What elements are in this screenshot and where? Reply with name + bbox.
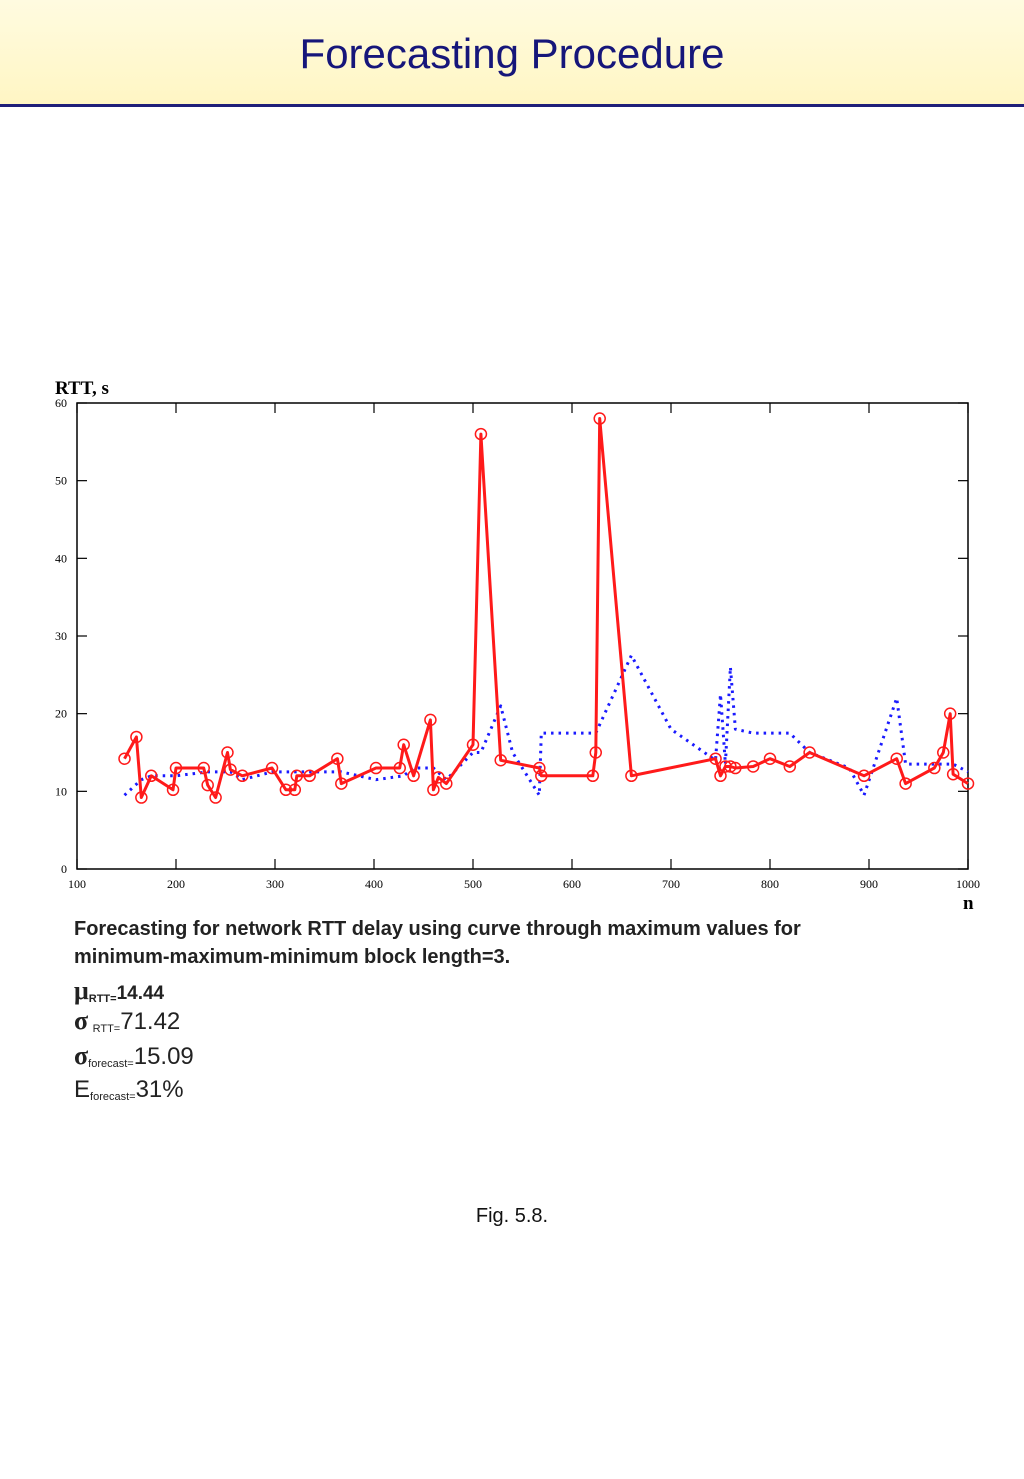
figure-label: Fig. 5.8. [475, 1205, 549, 1227]
mu-value: 14.44 [116, 983, 165, 1004]
rtt-data-point [857, 769, 871, 783]
rtt-data-point [424, 713, 437, 727]
x-tick-label: 100 [68, 877, 86, 891]
rtt-data-point [224, 763, 237, 776]
x-axis-label: n [963, 893, 974, 914]
rtt-data-point [331, 752, 344, 765]
rtt-data-point [803, 746, 816, 759]
x-tick-label: 200 [167, 877, 185, 891]
rtt-data-point [586, 769, 600, 783]
x-tick-label: 500 [464, 877, 482, 891]
rtt-data-point [432, 771, 445, 784]
axis-ticks: 100 200 300 400 500 600 700 800 900 1000 0 10 20 30 40… [55, 396, 980, 891]
rtt-data-point [946, 767, 960, 781]
rtt-data-point [290, 769, 304, 783]
rtt-data-point [890, 752, 903, 765]
y-axis-label: RTT, s [55, 378, 109, 399]
x-tick-label: 900 [860, 877, 878, 891]
stat-mu-rtt: μRTT=14.44 [74, 976, 164, 1006]
x-tick-label: 1000 [956, 877, 980, 891]
y-tick-label: 40 [55, 551, 67, 565]
rtt-series-line [123, 417, 969, 799]
rtt-data-point [928, 761, 941, 775]
rtt-data-point [593, 412, 606, 425]
rtt-data-point [474, 427, 488, 441]
y-tick-label: 0 [61, 862, 67, 876]
rtt-data-point [625, 769, 638, 783]
rtt-data-point [369, 761, 383, 775]
rtt-data-point [763, 752, 777, 765]
rtt-data-point [166, 783, 180, 797]
y-tick-label: 30 [55, 629, 67, 643]
e-forecast-value: 31% [135, 1076, 184, 1103]
rtt-data-point [265, 761, 279, 775]
rtt-data-point [169, 761, 183, 775]
rtt-data-point [197, 761, 210, 775]
stat-sigma-rtt: σ RTT=71.42 [74, 1006, 180, 1036]
x-tick-label: 300 [266, 877, 284, 891]
rtt-data-point [145, 769, 158, 783]
rtt-data-point [961, 777, 975, 790]
rtt-data-point [118, 752, 131, 765]
rtt-data-point [746, 760, 760, 773]
rtt-data-point [236, 769, 249, 783]
rtt-data-point [288, 783, 302, 797]
rtt-data-point [714, 769, 727, 783]
rtt-data-point [303, 769, 316, 783]
y-tick-label: 50 [55, 474, 67, 488]
rtt-data-point [709, 752, 722, 765]
sigma-symbol: σ [74, 1006, 89, 1035]
forecast-series-line [123, 653, 969, 797]
sigma-forecast-value: 15.09 [133, 1043, 194, 1070]
slide-header: Forecasting Procedure [0, 0, 1024, 107]
rtt-data-point [729, 761, 742, 775]
stat-sigma-forecast: σforecast=15.09 [74, 1041, 194, 1071]
figure-caption: Forecasting for network RTT delay using … [74, 915, 801, 971]
e-forecast-symbol: E [74, 1076, 91, 1103]
rtt-data-point [533, 761, 546, 775]
rtt-data-point [201, 778, 214, 792]
rtt-data-point [943, 707, 957, 720]
e-forecast-subscript: forecast= [90, 1091, 136, 1103]
y-tick-label: 60 [55, 396, 67, 410]
rtt-data-point [589, 746, 603, 759]
rtt-forecast-chart: RTT, s n 100 200 300 400 500 600 700 800 900 1000… [55, 378, 980, 914]
x-tick-label: 800 [761, 877, 779, 891]
sigma-rtt-subscript: RTT= [92, 1023, 121, 1035]
rtt-data-point [937, 746, 950, 759]
caption-line-1: Forecasting for network RTT delay using … [74, 918, 801, 940]
mu-subscript: RTT= [88, 993, 117, 1005]
rtt-data-point [466, 738, 480, 751]
sigma-forecast-symbol: σ [74, 1041, 89, 1070]
rtt-data-point [440, 777, 453, 790]
rtt-data-point [899, 777, 912, 790]
caption-line-2: minimum-maximum-minimum block length=3. [74, 946, 511, 968]
rtt-data-point [407, 769, 420, 783]
rtt-data-point [130, 730, 143, 744]
rtt-data-point [535, 769, 548, 783]
rtt-data-point [393, 761, 406, 775]
mu-symbol: μ [74, 976, 89, 1005]
x-tick-label: 700 [662, 877, 680, 891]
stat-e-forecast: Eforecast=31% [74, 1076, 184, 1104]
rtt-data-point [719, 760, 732, 773]
y-tick-label: 10 [55, 784, 67, 798]
rtt-data-point [494, 754, 507, 767]
x-tick-label: 600 [563, 877, 581, 891]
rtt-data-point [221, 746, 234, 759]
rtt-data-point [427, 783, 440, 797]
slide-title: Forecasting Procedure [299, 30, 725, 77]
y-tick-label: 20 [55, 707, 67, 721]
series-layer [118, 412, 975, 804]
rtt-data-point [135, 791, 148, 804]
rtt-data-point [724, 760, 737, 773]
rtt-data-point [279, 783, 293, 797]
sigma-rtt-value: 71.42 [120, 1008, 181, 1035]
x-tick-label: 400 [365, 877, 383, 891]
sigma-forecast-subscript: forecast= [88, 1058, 134, 1070]
rtt-data-point [209, 791, 222, 804]
rtt-data-point [397, 738, 410, 751]
rtt-data-point [783, 760, 797, 773]
rtt-data-point [335, 777, 348, 790]
